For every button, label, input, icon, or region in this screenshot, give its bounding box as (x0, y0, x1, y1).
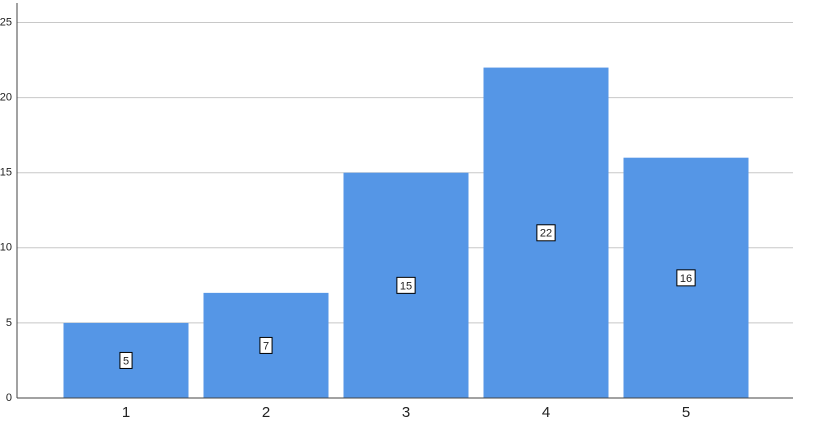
value-label: 15 (400, 280, 412, 292)
y-tick-label: 0 (6, 392, 12, 404)
y-tick-label: 10 (0, 242, 12, 254)
x-tick-label: 3 (402, 404, 410, 421)
value-label-box (536, 224, 556, 242)
y-tick-label: 15 (0, 167, 12, 179)
value-label-box (259, 336, 273, 354)
value-label: 22 (540, 228, 552, 240)
value-label: 7 (263, 340, 269, 352)
x-tick-label: 2 (262, 404, 270, 421)
x-tick-label: 5 (682, 404, 690, 421)
y-tick-label: 25 (0, 16, 12, 28)
x-tick-label: 1 (122, 404, 130, 421)
value-label: 5 (123, 355, 129, 367)
x-tick-label: 4 (542, 404, 550, 421)
y-tick-label: 5 (6, 317, 12, 329)
value-label-box (396, 276, 416, 294)
y-tick-label: 20 (0, 92, 12, 104)
value-label-box (119, 351, 133, 369)
value-label-box (676, 269, 696, 287)
value-label: 16 (680, 273, 692, 285)
